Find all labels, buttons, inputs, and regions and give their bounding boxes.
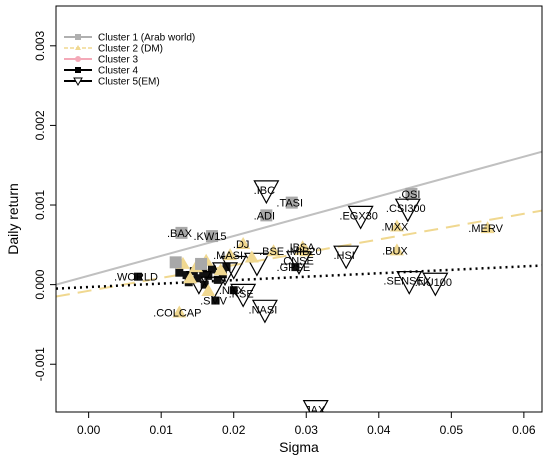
point-dj [236,237,251,250]
point-label-egx30: .EGX30 [339,210,378,222]
point-nu100 [422,272,449,297]
point-label-nkx: .NKX [219,285,245,297]
data-point-26 [195,257,208,270]
point-world [133,272,142,281]
point-hsi [333,245,360,270]
point-kse [230,283,257,308]
data-point-1 [175,268,184,277]
data-point-11 [200,280,209,289]
point-bux [389,243,404,256]
point-label-nu100: .NU100 [415,277,452,289]
data-point-5 [199,269,208,278]
x-tick-label-4: 0.04 [367,423,391,437]
point-label-csi300: .CSI300 [386,203,426,215]
data-point-21 [213,263,228,276]
point-gpse [291,263,300,272]
point-label-cnse: .CNSE [280,256,314,268]
axes: 0.00 0.01 0.02 0.03 0.04 0.05 0.06 -0.001 0.000 0… [33,5,543,437]
point-kw15 [205,230,218,243]
fit-line-2 [56,209,542,298]
y-axis-title: Daily return [5,183,21,255]
x-tick-label-1: 0.01 [149,423,173,437]
y-tick-label-1: 0.000 [33,269,47,299]
point-csi300 [394,198,421,223]
point-egx30 [347,205,374,230]
plot-inner: .DS30 .IBC.TASI .QSI .ADI .EGX30 .CSI300 .MXX.… [56,0,542,417]
point-label-kw15: .KW15 [193,231,226,243]
point-merv [480,221,495,234]
point-colcap [172,305,187,318]
legend-label-2: Cluster 2 (DM) [98,44,163,55]
point-bax [175,226,188,239]
data-point-4 [193,274,202,283]
data-point-24 [201,283,216,296]
point-label-ibc: .IBC [254,185,275,197]
x-tick-label-6: 0.06 [512,423,536,437]
point-label-dj: .DJ [233,239,250,251]
point-label-bax: .BAX [167,228,193,240]
point-label-gpse: .GPSE [277,262,311,274]
point-label-smv: .SMV [200,296,228,308]
data-point-12 [222,263,231,272]
point-label-mxx: .MXX [381,222,409,234]
fit-line-1 [56,150,542,286]
point-label-masi: .MASI [213,250,243,262]
plot-area: .DS30 .IBC.TASI .QSI .ADI .EGX30 .CSI300 .MXX.… [56,0,542,417]
point-label-bse: .BSE [259,246,284,258]
y-tick-label-0: -0.001 [33,347,47,381]
data-point-16 [243,252,270,277]
data-point-8 [213,275,222,284]
point-label-hsi: .HSI [333,250,354,262]
legend-label-1: Cluster 1 (Arab world) [98,33,195,44]
point-label-bux: .BUX [382,245,408,257]
point-ds30 [235,0,247,2]
x-tick-label-0: 0.00 [77,423,101,437]
plot-frame [55,5,543,413]
point-sensex [396,271,423,295]
point-label-ds30: .DS30 [224,0,255,3]
point-label-nasi: .NASI [249,304,278,316]
legend: Cluster 1 (Arab world)Cluster 2 (DM)Clus… [64,33,195,88]
legend-marker-2 [75,45,81,50]
legend-marker-4 [75,67,81,73]
point-mxx [389,219,404,232]
y-tick-label-2: 0.001 [33,190,47,220]
x-tick-label-5: 0.05 [440,423,464,437]
legend-marker-5 [73,77,83,87]
point-bse [266,244,281,257]
point-cnse [285,251,313,275]
point-label-kse: .KSE [229,288,254,300]
legend-label-3: Cluster 3 [98,55,138,66]
x-axis-title: Sigma [279,439,319,455]
legend-marker-3 [75,56,81,62]
point-adi [260,209,273,222]
point-masi [223,248,238,261]
point-label-jax: .JAX [302,405,326,417]
point-ibc [253,180,280,205]
point-label-qsi: .QSI [398,189,420,201]
data-point-2 [182,271,191,280]
data-point-25 [169,256,182,269]
point-nasi [251,299,278,324]
point-label-colcap: .COLCAP [153,307,201,319]
data-point-22 [244,250,259,263]
legend-label-4: Cluster 4 [98,66,138,77]
data-point-23 [183,271,198,284]
point-tasi [285,196,298,209]
point-label-adi: .ADI [254,210,275,222]
data-point-7 [207,265,216,274]
point-qsi [405,187,418,200]
x-tick-label-3: 0.03 [295,423,319,437]
legend-label-5: Cluster 5(EM) [98,77,160,88]
point-smv [211,296,220,305]
x-tick-label-2: 0.02 [222,423,246,437]
point-label-world: .WORLD [114,272,158,284]
y-tick-label-4: 0.003 [33,30,47,60]
y-tick-label-3: 0.002 [33,110,47,140]
legend-marker-1 [75,34,81,40]
point-label-merv: .MERV [468,223,503,235]
point-label-tasi: .TASI [276,198,303,210]
point-label-sensex: .SENSEX [383,276,431,288]
